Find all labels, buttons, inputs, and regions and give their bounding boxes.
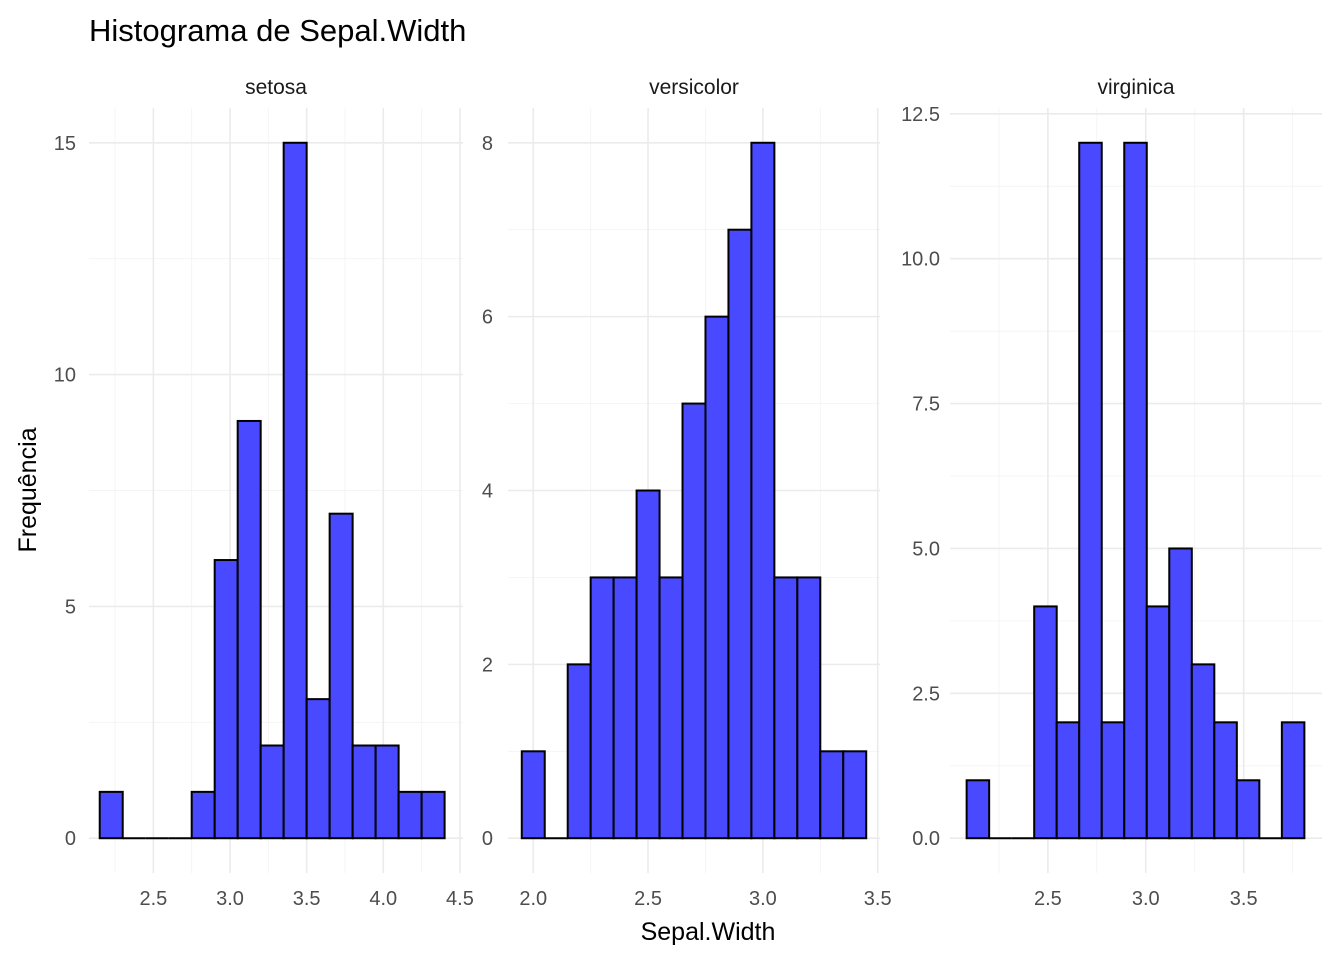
histogram-bar <box>236 419 262 840</box>
histogram-bar <box>1033 605 1058 840</box>
histogram-bar <box>635 489 661 840</box>
histogram-bar <box>1280 721 1306 840</box>
x-tick-label: 3.5 <box>864 888 892 910</box>
x-tick-label: 4.5 <box>446 888 474 910</box>
histogram-bar <box>328 512 354 840</box>
histogram-bar <box>1100 721 1126 840</box>
histogram-bar <box>374 744 400 840</box>
histogram-bar <box>397 790 423 840</box>
y-axis-title: Frequência <box>14 427 42 552</box>
histogram-bar <box>305 698 331 840</box>
y-tick-label: 12.5 <box>901 104 940 126</box>
histogram-bar <box>658 576 684 840</box>
histogram-bar <box>704 315 730 840</box>
histogram-bar <box>420 790 446 840</box>
y-tick-label: 0 <box>65 828 76 850</box>
y-tick-label: 0.0 <box>912 828 940 850</box>
histogram-bar <box>98 790 124 840</box>
x-tick-label: 3.5 <box>293 888 321 910</box>
histogram-bar <box>1078 141 1103 840</box>
facet-panels: setosa 2.5 3.0 3.5 4.0 4.5 0 5 10 15 versicolor 2.0… <box>54 76 1322 910</box>
x-tick-label: 4.0 <box>369 888 397 910</box>
histogram-bar <box>612 576 638 840</box>
histogram-bar <box>213 559 239 840</box>
y-tick-label: 5 <box>65 596 76 618</box>
histogram-bar <box>819 750 845 840</box>
x-tick-label: 2.0 <box>519 888 547 910</box>
histogram-bar <box>589 576 615 840</box>
histogram-bar <box>965 779 991 840</box>
x-tick-label: 3.0 <box>749 888 777 910</box>
x-tick-label: 3.0 <box>1132 888 1160 910</box>
facet-panel-versicolor: versicolor 2.0 2.5 3.0 3.5 0 2 4 6 8 <box>482 76 892 910</box>
histogram-bar <box>282 141 308 840</box>
histogram-bar <box>773 576 799 840</box>
y-tick-label: 7.5 <box>912 394 940 416</box>
histogram-bar <box>796 576 822 840</box>
facet-label: versicolor <box>649 76 739 99</box>
histogram-bar <box>1055 721 1081 840</box>
histogram-bar <box>1235 779 1261 840</box>
histogram-bar <box>1168 547 1193 840</box>
y-tick-label: 6 <box>482 307 493 329</box>
y-tick-label: 10 <box>54 365 76 387</box>
histogram-bar <box>681 402 707 840</box>
chart-title: Histograma de Sepal.Width <box>89 13 466 48</box>
x-tick-label: 3.5 <box>1230 888 1258 910</box>
histogram-bar <box>1145 605 1171 840</box>
histogram-bar <box>1213 721 1238 840</box>
histogram-bar <box>190 790 216 840</box>
histogram-bar <box>259 744 285 840</box>
y-tick-label: 5.0 <box>912 538 940 560</box>
y-tick-label: 10.0 <box>901 249 940 271</box>
y-tick-label: 8 <box>482 133 493 155</box>
y-tick-label: 4 <box>482 481 493 503</box>
x-tick-label: 3.0 <box>216 888 244 910</box>
histogram-bar <box>566 663 592 840</box>
histogram-bar <box>750 141 776 840</box>
x-axis-title: Sepal.Width <box>641 918 776 946</box>
histogram-bar <box>520 750 546 840</box>
y-tick-label: 2 <box>482 654 493 676</box>
histogram-bar <box>842 750 868 840</box>
facet-label: setosa <box>245 76 307 99</box>
x-tick-label: 2.5 <box>1034 888 1062 910</box>
histogram-bar <box>1190 663 1216 840</box>
x-tick-label: 2.5 <box>634 888 662 910</box>
y-tick-label: 2.5 <box>912 683 940 705</box>
y-tick-label: 0 <box>482 828 493 850</box>
facet-label: virginica <box>1097 76 1174 99</box>
facet-panel-setosa: setosa 2.5 3.0 3.5 4.0 4.5 0 5 10 15 <box>54 76 474 910</box>
histogram-bar <box>727 228 753 840</box>
x-tick-label: 2.5 <box>139 888 167 910</box>
histogram-bar <box>1123 141 1148 840</box>
histogram-bar <box>351 744 377 840</box>
facet-panel-virginica: virginica 2.5 3.0 3.5 0.0 2.5 5.0 7.5 10.0 12.5 <box>901 76 1322 910</box>
y-tick-label: 15 <box>54 133 76 155</box>
